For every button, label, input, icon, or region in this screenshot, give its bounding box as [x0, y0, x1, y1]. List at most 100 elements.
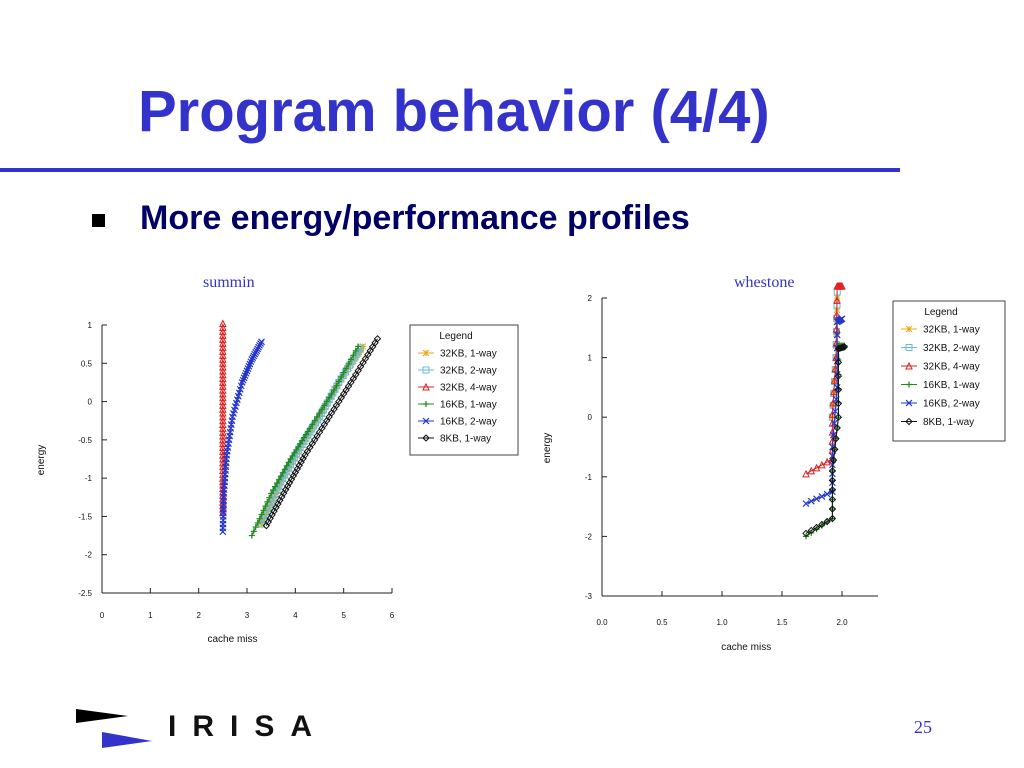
- data-point: [219, 431, 227, 440]
- data-point: [272, 483, 279, 490]
- data-point: [833, 331, 841, 339]
- data-point: [219, 355, 227, 363]
- data-point: [219, 447, 227, 455]
- data-point: [219, 374, 227, 383]
- data-point: [219, 331, 227, 339]
- data-point: [301, 434, 308, 441]
- slide-title: Program behavior (4/4): [138, 79, 770, 144]
- legend-marker: [905, 361, 913, 370]
- data-point: [293, 446, 300, 453]
- data-point: [314, 413, 321, 420]
- data-point: [302, 431, 309, 438]
- data-point: [291, 449, 298, 456]
- data-point: [297, 440, 304, 447]
- data-point: [828, 476, 837, 485]
- chart-whestone: 0.0 0.5 1.0 1.5 2.0 2 1 0 -1 -2 -3 cache miss energy…: [542, 281, 1006, 653]
- data-point: [807, 497, 815, 505]
- x-tick-label: 0.0: [596, 618, 608, 627]
- data-point: [829, 398, 837, 407]
- data-point: [267, 499, 275, 507]
- data-point: [269, 495, 277, 503]
- data-point: [354, 350, 362, 357]
- data-point: [219, 366, 227, 375]
- data-point: [834, 358, 843, 367]
- title-divider: [0, 168, 900, 172]
- data-point: [259, 516, 267, 524]
- data-point: [318, 406, 325, 413]
- y-tick-label: 0: [588, 413, 593, 422]
- data-point: [219, 439, 227, 448]
- y-tick-label: -2: [585, 532, 593, 541]
- data-point: [833, 424, 841, 432]
- data-point: [350, 352, 357, 359]
- series-line: [805, 346, 845, 534]
- data-point: [262, 503, 269, 510]
- data-point: [219, 424, 227, 432]
- x-tick-label: 2: [196, 611, 201, 620]
- data-point: [219, 428, 227, 436]
- legend-marker: [905, 344, 913, 351]
- x-tick-label: 1.5: [776, 618, 788, 627]
- data-point: [219, 362, 227, 371]
- data-point: [807, 466, 816, 475]
- data-point: [219, 420, 227, 429]
- data-point: [252, 524, 259, 531]
- legend-marker: [905, 399, 913, 407]
- data-point: [219, 412, 227, 421]
- legend-label: 16KB, 2-way: [440, 417, 497, 428]
- data-point: [828, 514, 837, 523]
- x-tick-label: 5: [341, 611, 346, 620]
- data-point: [352, 353, 360, 361]
- data-point: [331, 387, 337, 394]
- y-tick-label: -1.5: [78, 512, 92, 521]
- data-point: [802, 469, 810, 478]
- y-tick-label: -3: [585, 592, 593, 601]
- y-tick-label: -2: [85, 551, 93, 560]
- data-point: [838, 343, 846, 352]
- chart-summin: 0 1 2 3 4 5 6 1 0.5 0 -0.5 -1 -1.5 -2 -2.5 cache miss en…: [36, 319, 519, 645]
- y-tick-label: -1: [585, 473, 593, 482]
- y-tick-label: -0.5: [78, 436, 92, 445]
- y-tick-label: 1: [88, 321, 93, 330]
- data-point: [219, 385, 227, 394]
- data-point: [813, 495, 820, 503]
- data-point: [321, 402, 328, 409]
- data-point: [829, 456, 838, 464]
- data-point: [219, 339, 227, 347]
- data-point: [219, 401, 227, 409]
- data-point: [807, 526, 815, 535]
- page-number: 25: [914, 717, 932, 737]
- series-3: [803, 342, 848, 540]
- data-point: [830, 387, 838, 396]
- x-tick-label: 2.0: [836, 618, 848, 627]
- data-point: [829, 431, 837, 439]
- data-point: [818, 493, 826, 500]
- bullet-square-icon: [92, 214, 105, 227]
- data-point: [828, 467, 837, 475]
- data-point: [328, 390, 335, 397]
- data-point: [830, 376, 839, 384]
- data-point: [219, 347, 227, 355]
- data-point: [219, 351, 227, 359]
- legend-marker: [422, 366, 430, 374]
- data-point: [828, 486, 837, 494]
- data-point: [823, 517, 831, 526]
- data-point: [309, 421, 316, 428]
- series-5: [802, 343, 849, 538]
- data-point: [219, 389, 227, 398]
- legend-marker: [422, 417, 430, 425]
- data-point: [359, 343, 367, 350]
- x-axis-label: cache miss: [207, 634, 257, 645]
- x-tick-label: 1: [148, 611, 153, 620]
- data-point: [323, 398, 330, 405]
- series-1: [258, 344, 365, 528]
- data-point: [219, 378, 227, 386]
- legend-marker: [422, 349, 430, 357]
- data-point: [275, 476, 282, 483]
- data-point: [838, 281, 846, 290]
- legend-marker: [422, 434, 430, 442]
- data-point: [219, 408, 227, 417]
- data-point: [834, 372, 843, 380]
- data-point: [838, 315, 846, 323]
- data-point: [250, 528, 257, 535]
